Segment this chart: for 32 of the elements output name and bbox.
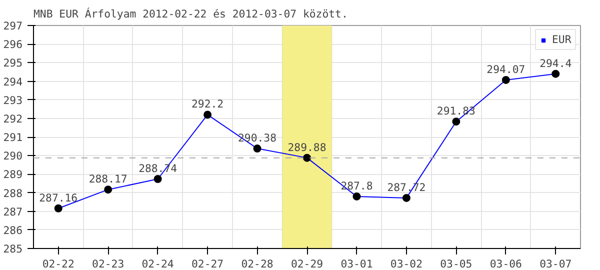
y-tick-label: 285	[3, 242, 23, 256]
x-tick-label: 03-07	[540, 258, 572, 270]
x-tick-label: 02-22	[42, 258, 74, 270]
x-tick-label: 03-02	[390, 258, 422, 270]
y-tick-label: 291	[3, 131, 23, 144]
data-label: 294.07	[486, 62, 526, 76]
legend-label: EUR	[552, 33, 572, 46]
data-label: 288.17	[88, 172, 128, 186]
y-tick-label: 294	[3, 75, 23, 88]
data-label: 292.2	[192, 98, 224, 111]
y-tick-label: 290	[3, 150, 23, 163]
x-tick-label: 02-24	[142, 258, 174, 270]
x-tick-label: 02-27	[192, 258, 224, 270]
y-tick-label: 292	[3, 112, 23, 126]
y-tick-label: 288	[3, 186, 23, 200]
x-tick-label: 03-01	[340, 258, 373, 270]
y-tick-label: 296	[3, 38, 23, 52]
x-tick-label: 02-28	[241, 258, 274, 270]
data-label: 287.16	[39, 191, 78, 204]
y-tick-label: 293	[3, 94, 23, 107]
x-tick-label: 03-05	[440, 258, 472, 270]
y-tick-label: 297	[3, 20, 23, 32]
y-tick-label: 289	[3, 168, 23, 182]
y-tick-label: 286	[3, 224, 23, 237]
chart-title: MNB EUR Árfolyam 2012-02-22 és 2012-03-07 között.	[34, 8, 348, 20]
x-tick-label: 02-23	[92, 258, 124, 270]
y-tick-label: 295	[3, 56, 23, 70]
data-label: 289.88	[288, 140, 326, 154]
x-tick-label: 03-06	[490, 258, 522, 270]
x-tick-label: 02-29	[290, 258, 324, 270]
data-label: 294.4	[540, 56, 572, 70]
y-tick-label: 287	[3, 205, 23, 218]
